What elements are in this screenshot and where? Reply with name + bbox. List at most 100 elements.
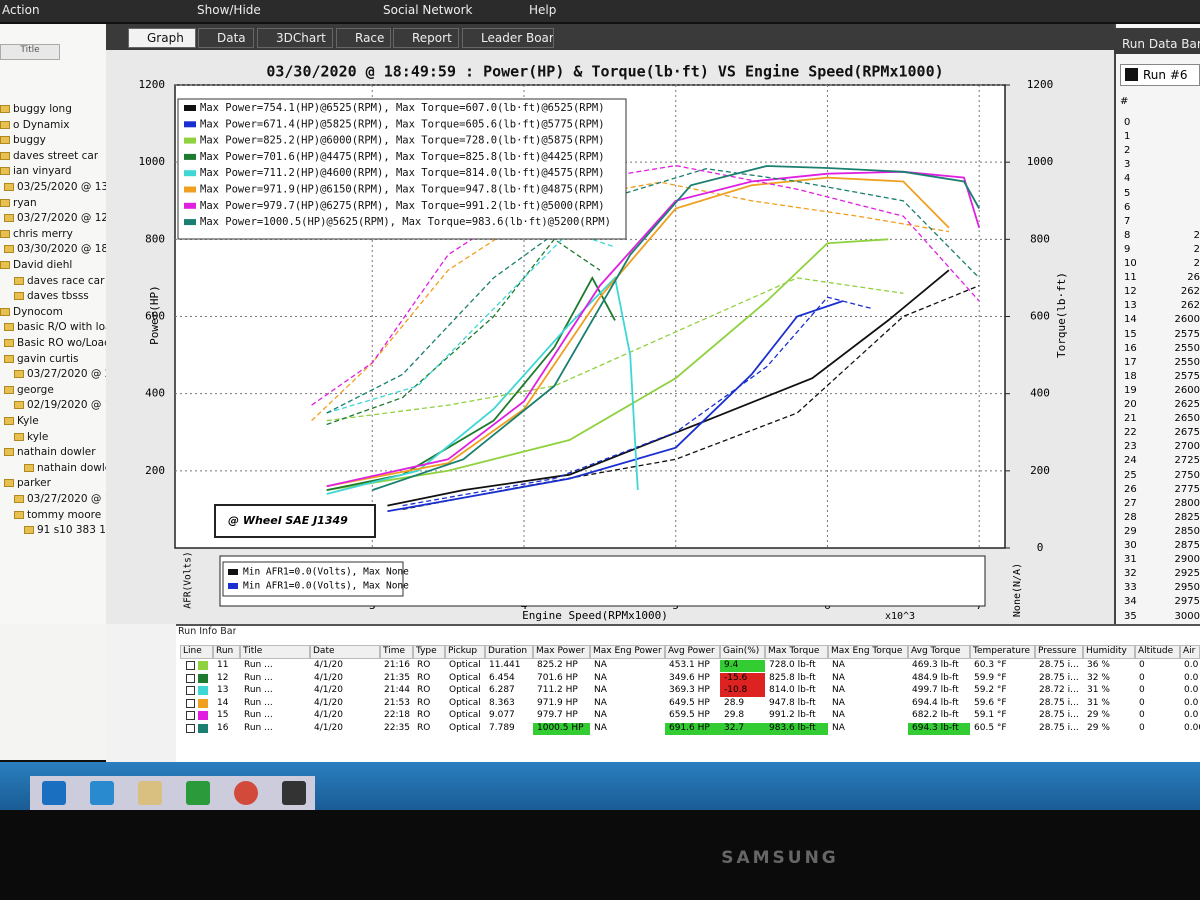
- tree-folder-icon: [14, 370, 24, 379]
- run-selector[interactable]: Run #6: [1120, 64, 1200, 86]
- tree-item[interactable]: nathain dowler: [17, 446, 96, 459]
- row-index: 12: [1124, 286, 1137, 298]
- y-tick-label: 200: [145, 464, 165, 477]
- tab[interactable]: Graph: [128, 28, 196, 48]
- table-cell: Optical: [449, 685, 481, 696]
- column-header: Max Eng Torque: [828, 645, 908, 659]
- tree-folder-icon: [4, 339, 14, 347]
- tree-item[interactable]: daves tbsss: [27, 290, 89, 303]
- taskbar-icon[interactable]: [282, 781, 306, 805]
- tab[interactable]: Leader Board: [462, 28, 554, 48]
- tree-item[interactable]: daves street car: [13, 149, 99, 162]
- row-value: 2975: [1174, 596, 1200, 608]
- tree-folder-icon: [4, 479, 14, 488]
- tree-folder-icon: [14, 292, 24, 301]
- column-header: Duration: [485, 645, 533, 659]
- table-cell: 59.2 °F: [974, 685, 1007, 696]
- table-cell: 0: [1139, 710, 1145, 721]
- row-value: 2: [1193, 229, 1200, 241]
- tree-item[interactable]: george: [17, 383, 54, 396]
- table-cell: Optical: [449, 660, 481, 670]
- table-cell: 0: [1139, 660, 1145, 670]
- taskbar-icon[interactable]: [138, 781, 162, 805]
- tree-item[interactable]: chris merry: [13, 227, 73, 240]
- tree-item[interactable]: Kyle: [17, 415, 39, 427]
- table-cell: 971.9 HP: [537, 697, 578, 708]
- row-value: 2650: [1174, 413, 1200, 425]
- row-index: 9: [1124, 243, 1131, 255]
- table-cell: 1000.5 HP: [533, 723, 590, 735]
- note-box: [214, 504, 376, 538]
- tree-item[interactable]: David diehl: [13, 259, 73, 271]
- line-checkbox[interactable]: [186, 724, 195, 733]
- legend-entry: Max Power=1000.5(HP)@5625(RPM), Max Torq…: [200, 216, 611, 228]
- line-checkbox[interactable]: [186, 673, 195, 683]
- menu-item[interactable]: Show/Hide: [197, 3, 261, 17]
- taskbar-icon[interactable]: [234, 781, 258, 805]
- tree-item[interactable]: o Dynamix: [13, 118, 70, 131]
- table-cell: 499.7 lb-ft: [912, 685, 959, 696]
- y-tick-label: 1000: [139, 155, 166, 168]
- table-cell: 694.3 lb-ft: [908, 723, 970, 735]
- afr-legend-entry: Min AFR1=0.0(Volts), Max None: [243, 581, 409, 592]
- tree-item[interactable]: gavin curtis: [17, 352, 79, 365]
- tree-item[interactable]: buggy: [13, 134, 46, 147]
- table-cell: 22:35: [384, 723, 410, 733]
- tree-item[interactable]: buggy long: [13, 103, 72, 115]
- table-cell: 31 %: [1087, 697, 1110, 708]
- tree-item[interactable]: parker: [17, 477, 51, 490]
- tree-item[interactable]: kyle: [27, 430, 49, 443]
- row-value: 2675: [1174, 427, 1200, 439]
- column-header: Date: [310, 645, 380, 659]
- tab[interactable]: Data: [198, 28, 254, 48]
- line-checkbox[interactable]: [186, 698, 195, 708]
- table-cell: RO: [417, 660, 431, 670]
- tree-item[interactable]: Basic RO wo/Load: [17, 337, 111, 349]
- line-checkbox[interactable]: [186, 686, 195, 696]
- row-value: 2550: [1174, 342, 1200, 354]
- table-cell: NA: [594, 697, 607, 708]
- line-checkbox[interactable]: [186, 711, 195, 721]
- table-cell: 32.7: [720, 723, 765, 735]
- tree-item[interactable]: ian vinyard: [13, 165, 72, 178]
- table-cell: 9.4: [720, 660, 765, 672]
- table-cell: 659.5 HP: [669, 710, 710, 721]
- legend-swatch: [184, 105, 196, 111]
- table-cell: 0.000: [1184, 723, 1200, 733]
- afr-legend-entry: Min AFR1=0.0(Volts), Max None: [243, 567, 409, 578]
- tree-item[interactable]: Dynocom: [13, 305, 63, 318]
- table-cell: 28.75 i...: [1039, 710, 1079, 721]
- tree-folder-icon: [4, 354, 14, 363]
- tree-folder-icon: [4, 323, 14, 332]
- table-cell: 682.2 lb-ft: [912, 710, 959, 721]
- menu-item[interactable]: Social Network: [383, 3, 473, 17]
- row-index: 8: [1124, 229, 1131, 241]
- menu-item[interactable]: Help: [529, 3, 557, 17]
- taskbar-icon[interactable]: [186, 781, 210, 805]
- column-header: Type: [413, 645, 445, 659]
- table-cell: 728.0 lb-ft: [769, 660, 816, 670]
- legend-entry: Max Power=971.9(HP)@6150(RPM), Max Torqu…: [200, 184, 605, 196]
- row-value: 2700: [1174, 441, 1200, 453]
- tree-item[interactable]: basic R/O with load: [17, 321, 119, 334]
- table-cell: 12: [217, 672, 229, 683]
- tree-item[interactable]: ryan: [13, 196, 37, 209]
- y2-tick-label: 1200: [1027, 78, 1054, 91]
- menu-item[interactable]: Action: [2, 3, 40, 17]
- column-header: Title: [240, 645, 310, 659]
- tab[interactable]: Race: [336, 28, 391, 48]
- line-checkbox[interactable]: [186, 661, 195, 670]
- taskbar-icon[interactable]: [42, 781, 66, 805]
- taskbar-icon[interactable]: [90, 781, 114, 805]
- afr-y2-label: None(N/A): [1012, 563, 1023, 617]
- tree-item[interactable]: tommy moore: [27, 508, 102, 521]
- power-line: [372, 165, 980, 491]
- tab[interactable]: 3DChart: [257, 28, 333, 48]
- table-cell: 13: [217, 685, 229, 696]
- line-color: [198, 711, 208, 721]
- tab[interactable]: Report: [393, 28, 459, 48]
- table-cell: Run ...: [244, 685, 273, 696]
- tree-folder-icon: [14, 495, 24, 503]
- table-cell: 36 %: [1087, 660, 1110, 670]
- column-header: Max Power: [533, 645, 590, 659]
